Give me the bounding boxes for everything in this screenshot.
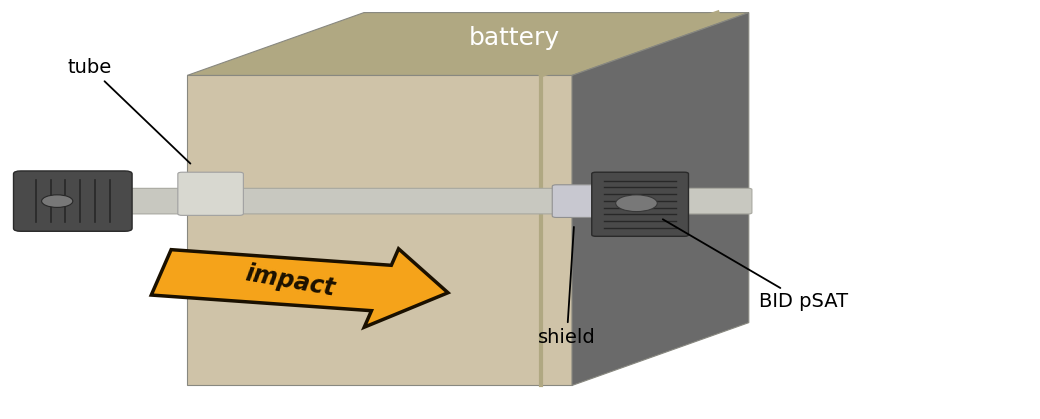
Polygon shape — [151, 249, 448, 327]
Circle shape — [42, 195, 73, 207]
Polygon shape — [187, 13, 749, 75]
Text: impact: impact — [243, 262, 337, 301]
FancyBboxPatch shape — [14, 171, 132, 231]
FancyBboxPatch shape — [552, 185, 600, 217]
Polygon shape — [187, 75, 572, 385]
FancyBboxPatch shape — [592, 172, 688, 236]
Text: shield: shield — [538, 227, 596, 347]
Text: tube: tube — [68, 57, 190, 163]
FancyBboxPatch shape — [178, 172, 243, 215]
Polygon shape — [572, 13, 749, 385]
FancyBboxPatch shape — [59, 189, 752, 214]
Text: battery: battery — [469, 26, 561, 50]
Circle shape — [616, 195, 657, 212]
Text: BID pSAT: BID pSAT — [662, 219, 849, 311]
